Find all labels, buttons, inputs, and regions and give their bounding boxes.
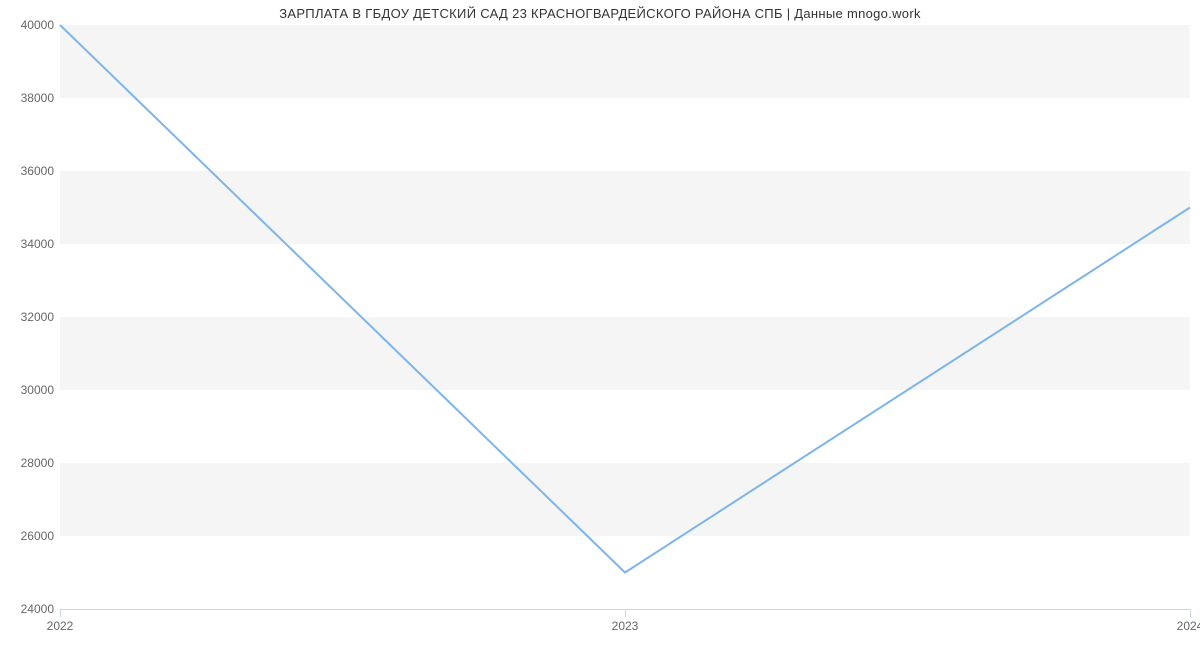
y-tick-label: 34000 [4, 237, 54, 251]
x-tick-mark [1190, 609, 1191, 617]
y-tick-label: 38000 [4, 91, 54, 105]
x-tick-label: 2024 [1177, 619, 1200, 633]
y-tick-label: 24000 [4, 602, 54, 616]
y-tick-label: 30000 [4, 383, 54, 397]
plot-area [60, 25, 1190, 609]
x-tick-mark [60, 609, 61, 617]
x-tick-mark [625, 609, 626, 617]
x-tick-label: 2022 [47, 619, 74, 633]
x-tick-label: 2023 [612, 619, 639, 633]
series-line [60, 25, 1190, 609]
y-tick-label: 36000 [4, 164, 54, 178]
chart-title: ЗАРПЛАТА В ГБДОУ ДЕТСКИЙ САД 23 КРАСНОГВ… [0, 6, 1200, 21]
y-tick-label: 26000 [4, 529, 54, 543]
y-tick-label: 40000 [4, 18, 54, 32]
y-tick-label: 28000 [4, 456, 54, 470]
y-tick-label: 32000 [4, 310, 54, 324]
